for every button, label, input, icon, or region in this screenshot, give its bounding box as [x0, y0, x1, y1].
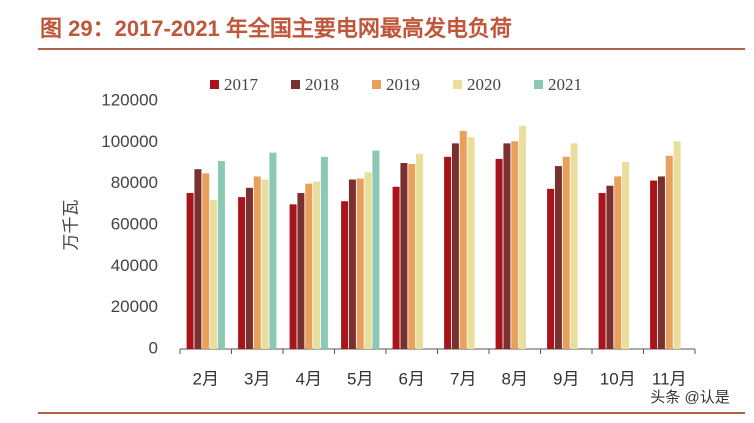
- x-tick-label: 10月: [600, 369, 636, 388]
- bar: [289, 204, 297, 349]
- bar: [186, 192, 194, 349]
- legend-label: 2019: [386, 75, 420, 94]
- bar: [459, 130, 467, 349]
- bar: [245, 187, 253, 349]
- bar: [467, 137, 475, 349]
- bar: [495, 158, 503, 349]
- bar: [598, 192, 606, 349]
- bar: [606, 185, 614, 349]
- bar: [202, 173, 210, 349]
- watermark: 头条 @认是: [650, 389, 729, 406]
- bar: [348, 179, 356, 349]
- x-tick-label: 6月: [399, 369, 425, 388]
- bar: [261, 179, 269, 349]
- bar: [416, 153, 424, 349]
- y-tick-label: 0: [149, 338, 158, 357]
- y-tick-label: 100000: [101, 132, 158, 151]
- legend-label: 2018: [305, 75, 339, 94]
- legend-swatch: [210, 80, 219, 89]
- legend-swatch: [372, 80, 381, 89]
- legend-label: 2020: [467, 75, 501, 94]
- bar: [657, 176, 665, 349]
- bar: [364, 172, 372, 349]
- bar: [297, 192, 305, 349]
- bar: [320, 156, 328, 349]
- bar: [503, 143, 511, 349]
- x-tick-label: 9月: [553, 369, 579, 388]
- y-tick-label: 20000: [111, 297, 158, 316]
- bar: [614, 176, 622, 349]
- bar: [511, 141, 519, 349]
- bar: [372, 150, 380, 349]
- bar: [665, 155, 673, 349]
- bar: [210, 200, 218, 349]
- bar: [253, 176, 261, 349]
- bar: [554, 166, 562, 349]
- y-axis-label: 万千瓦: [61, 200, 80, 251]
- bar: [313, 181, 321, 349]
- y-tick-label: 60000: [111, 214, 158, 233]
- bar: [451, 143, 459, 349]
- bar: [547, 188, 555, 349]
- legend-swatch: [291, 80, 300, 89]
- bar: [673, 141, 681, 349]
- bar: [400, 163, 408, 349]
- bar: [519, 125, 527, 349]
- bar: [408, 164, 416, 349]
- x-tick-label: 3月: [244, 369, 270, 388]
- legend-label: 2021: [548, 75, 582, 94]
- bar: [238, 197, 246, 349]
- y-tick-label: 120000: [101, 90, 158, 109]
- bar: [570, 143, 578, 349]
- x-tick-label: 5月: [347, 369, 373, 388]
- x-tick-label: 4月: [296, 369, 322, 388]
- bar: [444, 156, 452, 349]
- chart-title: 图 29：2017-2021 年全国主要电网最高发电负荷: [40, 16, 512, 41]
- y-tick-label: 80000: [111, 173, 158, 192]
- bar: [217, 160, 225, 349]
- bar: [356, 178, 364, 349]
- y-tick-label: 40000: [111, 256, 158, 275]
- bar: [305, 183, 313, 349]
- x-tick-label: 8月: [502, 369, 528, 388]
- x-tick-label: 11月: [652, 369, 687, 388]
- bar: [194, 169, 202, 349]
- legend-swatch: [534, 80, 543, 89]
- bar: [392, 186, 400, 349]
- bar: [562, 156, 570, 349]
- x-tick-label: 7月: [450, 369, 476, 388]
- bar: [269, 152, 277, 349]
- bar: [341, 201, 349, 349]
- bar: [622, 161, 630, 349]
- bar: [650, 180, 658, 349]
- legend-label: 2017: [224, 75, 259, 94]
- x-tick-label: 2月: [193, 369, 219, 388]
- legend-swatch: [453, 80, 462, 89]
